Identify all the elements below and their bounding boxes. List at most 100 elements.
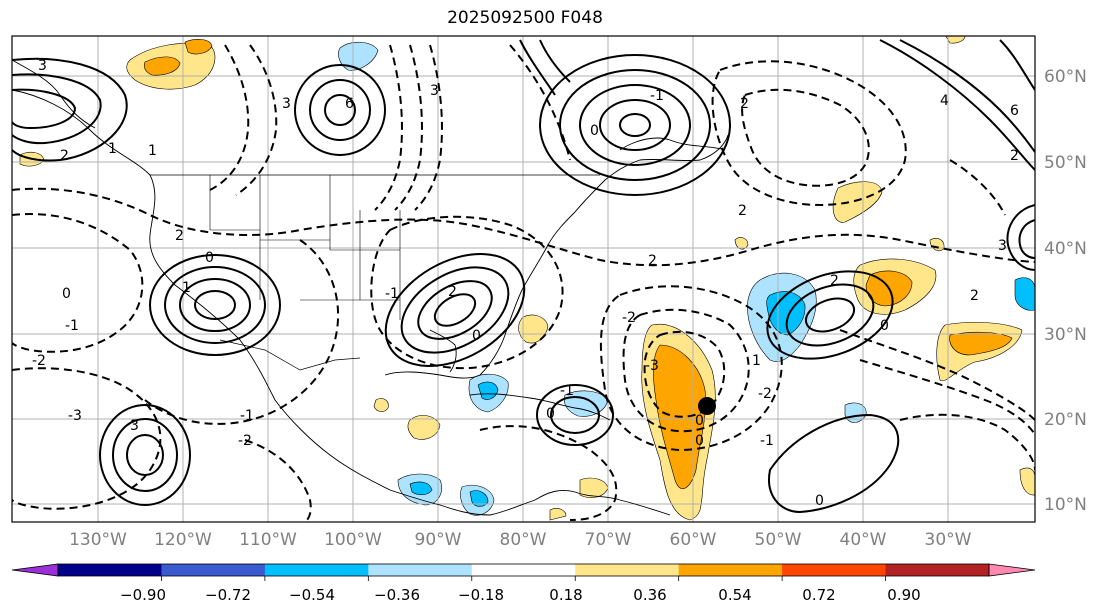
colorbar-frame (57, 563, 990, 577)
lon-label: 110°W (239, 530, 297, 550)
colorbar-tick-label: −0.54 (289, 586, 335, 604)
contour-label: -3 (68, 408, 82, 424)
contour-label: 0 (695, 433, 704, 449)
contour-label: -2 (238, 433, 252, 449)
contour-se-loop (768, 413, 900, 514)
contour-high-east-edge-2 (1018, 219, 1035, 259)
dashed-contour-east-1 (839, 329, 1035, 421)
dashed-contour-north-atl-loop-2 (741, 88, 870, 187)
contour-high-west-1 (149, 254, 281, 356)
longitude-labels: 130°W 120°W 110°W 100°W 90°W 80°W 70°W 6… (69, 530, 972, 550)
contour-label: -1 (650, 88, 664, 104)
contour-high-central-2 (400, 266, 510, 354)
contour-high-ne-5 (619, 113, 651, 137)
contour-label: 0 (62, 286, 71, 302)
dashed-contour-north-1 (374, 44, 403, 211)
colorbar-segment (161, 564, 266, 576)
shade-positive-yucatan (373, 398, 389, 412)
contour-label: 6 (345, 96, 354, 112)
contour-labels: 3 2 1 0 -1 -2 -3 6 3 2 1 0 -1 -2 3 3 2 0… (32, 58, 1019, 509)
dashed-contour-sw-1 (12, 367, 162, 510)
contour-high-atl-1 (766, 270, 894, 360)
contour-label: 0 (880, 318, 889, 334)
colorbar-segment (58, 564, 162, 576)
contour-label: 1 (752, 353, 761, 369)
colorbar-tick-label: 0.18 (549, 586, 582, 604)
shade-positive-se-edge (1019, 467, 1035, 496)
dashed-contour-south-2 (244, 439, 312, 522)
dashed-contour-north-2 (394, 44, 423, 211)
contour-label: 2 (1010, 148, 1019, 164)
contour-high-ne-2 (559, 69, 711, 181)
colorbar-segment (782, 564, 887, 576)
colorbar-tick-label: −0.90 (120, 586, 166, 604)
dashed-contour-atl-loop-3 (643, 330, 726, 418)
contour-label: 0 (205, 250, 214, 266)
colorbar-extend-high (988, 563, 1036, 577)
dashed-contour-central-loop (370, 215, 564, 370)
colorbar-tick-label: −0.18 (458, 586, 504, 604)
dashed-contours (12, 44, 1035, 522)
lon-label: 80°W (500, 530, 547, 550)
map-title: 2025092500 F048 (447, 8, 603, 28)
contour-north-band (519, 39, 571, 96)
colorbar-tick-label: 0.72 (802, 586, 835, 604)
colorbar-tick-label: 0.90 (887, 586, 920, 604)
colorbar-tick-label: 0.36 (633, 586, 666, 604)
colorbar-segment (678, 564, 783, 576)
contour-label: 3 (130, 418, 139, 434)
contour-label: 1 (148, 143, 157, 159)
colorbar-tick-label: 0.54 (718, 586, 751, 604)
lat-label: 20°N (1044, 410, 1087, 430)
newfoundland (619, 137, 726, 151)
contour-high-north-1 (294, 64, 386, 156)
colorbar-segment (264, 564, 369, 576)
dashed-contour-north-4 (509, 44, 571, 161)
dashed-contour-mid-1 (144, 239, 340, 425)
contour-high-nw-3 (12, 88, 77, 130)
solid-contours (12, 39, 1035, 514)
contour-label: 3 (430, 83, 439, 99)
dashed-contour-north-3 (414, 44, 443, 211)
contour-label: 2 (970, 288, 979, 304)
pacific-coast (12, 89, 536, 516)
lon-label: 30°W (925, 530, 972, 550)
contour-label: 4 (940, 93, 949, 109)
contour-high-sw-2 (112, 418, 178, 492)
shade-positive-far-east-core (949, 331, 1013, 356)
florida (429, 329, 457, 373)
contour-label: 0 (472, 328, 481, 344)
shade-positive-sa-small (549, 508, 567, 521)
contour-high-atl-3 (804, 297, 856, 333)
contour-high-nw-2 (12, 73, 102, 145)
shade-positive-north-atlantic (832, 181, 883, 223)
colorbar-segment (368, 564, 473, 576)
contour-label: 2 (448, 284, 457, 300)
contour-ne-band-2 (899, 39, 1035, 153)
dashed-contour-south-1 (479, 425, 618, 521)
colorbar-segment (575, 564, 680, 576)
colorbar-segment (471, 564, 576, 576)
colorbar-tick-label: −0.36 (374, 586, 420, 604)
contour-ne-band-1 (879, 39, 1035, 171)
lon-label: 100°W (324, 530, 382, 550)
graticule (12, 36, 1035, 522)
lat-label: 50°N (1044, 153, 1087, 173)
contour-high-ne-4 (599, 99, 671, 151)
lon-label: 40°W (840, 530, 887, 550)
contour-label: 0 (815, 493, 824, 509)
contour-label: -1 (385, 286, 399, 302)
contour-high-central-1 (384, 253, 526, 367)
latitude-labels: 60°N 50°N 40°N 30°N 20°N 10°N (1044, 67, 1087, 515)
contour-label: -1 (560, 383, 574, 399)
dashed-contour-north-atl-loop (711, 60, 907, 207)
contour-high-west-2 (164, 266, 266, 344)
contour-high-central-4 (433, 293, 477, 327)
colorbar-extend-low (11, 563, 59, 577)
contour-high-atl-2 (785, 283, 875, 347)
south-america-north-coast (534, 489, 671, 516)
lat-label: 10°N (1044, 495, 1087, 515)
colorbar-segment (885, 564, 990, 576)
lat-label: 30°N (1044, 325, 1087, 345)
contour-label: -2 (758, 386, 772, 402)
